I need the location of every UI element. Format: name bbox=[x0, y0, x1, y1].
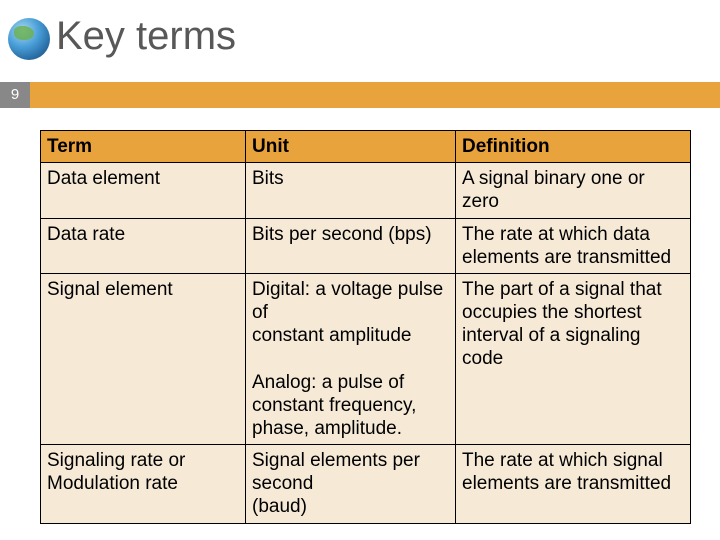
cell-unit: Bits per second (bps) bbox=[246, 218, 456, 273]
slide: Key terms 9 Term Unit Definition Data el… bbox=[0, 0, 720, 540]
cell-term: Data element bbox=[41, 163, 246, 218]
table-header-row: Term Unit Definition bbox=[41, 131, 691, 163]
cell-definition: The part of a signal that occupies the s… bbox=[456, 273, 691, 444]
cell-unit: Signal elements per second (baud) bbox=[246, 445, 456, 524]
accent-bar bbox=[0, 82, 720, 108]
cell-term: Signal element bbox=[41, 273, 246, 444]
col-header-unit: Unit bbox=[246, 131, 456, 163]
table-row: Signal element Digital: a voltage pulse … bbox=[41, 273, 691, 444]
cell-definition: The rate at which data elements are tran… bbox=[456, 218, 691, 273]
page-number: 9 bbox=[0, 82, 30, 108]
table-row: Signaling rate or Modulation rate Signal… bbox=[41, 445, 691, 524]
terms-table: Term Unit Definition Data element Bits A… bbox=[40, 130, 691, 524]
cell-definition: A signal binary one or zero bbox=[456, 163, 691, 218]
cell-term: Signaling rate or Modulation rate bbox=[41, 445, 246, 524]
cell-unit: Digital: a voltage pulse of constant amp… bbox=[246, 273, 456, 444]
cell-unit: Bits bbox=[246, 163, 456, 218]
globe-icon bbox=[8, 18, 50, 60]
table-row: Data element Bits A signal binary one or… bbox=[41, 163, 691, 218]
col-header-term: Term bbox=[41, 131, 246, 163]
table-row: Data rate Bits per second (bps) The rate… bbox=[41, 218, 691, 273]
cell-term: Data rate bbox=[41, 218, 246, 273]
page-title: Key terms bbox=[56, 14, 236, 59]
cell-definition: The rate at which signal elements are tr… bbox=[456, 445, 691, 524]
col-header-definition: Definition bbox=[456, 131, 691, 163]
terms-table-container: Term Unit Definition Data element Bits A… bbox=[40, 130, 690, 524]
